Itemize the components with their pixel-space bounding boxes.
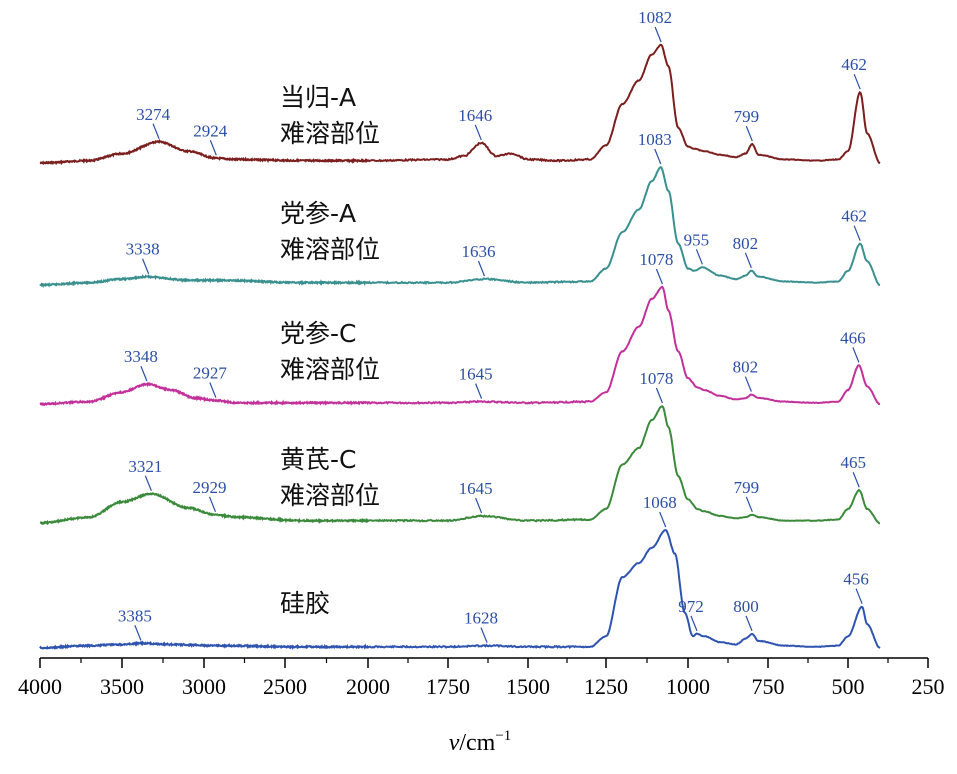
peak-label: 1628 — [464, 609, 498, 628]
peak-leader — [744, 376, 752, 392]
peak-label: 1645 — [459, 479, 493, 498]
peak-leader — [855, 588, 863, 604]
peak-label: 972 — [678, 597, 704, 616]
peak-leader — [474, 124, 482, 141]
peak-leader — [475, 497, 483, 514]
series-label-3: 党参-C — [280, 319, 356, 348]
x-axis-exponent: −1 — [495, 728, 511, 744]
peak-label: 1068 — [643, 493, 677, 512]
peak-leader — [695, 249, 703, 265]
series-line-4 — [39, 405, 881, 526]
peak-label: 1636 — [461, 242, 495, 261]
peak-leader — [477, 260, 486, 277]
series-line-5 — [39, 529, 881, 651]
x-tick-label: 1500 — [506, 674, 550, 699]
peak-label: 465 — [840, 453, 866, 472]
peak-label: 462 — [841, 55, 867, 74]
x-axis-title: v/cm−1 — [449, 728, 512, 756]
peak-leader — [655, 387, 663, 404]
peak-leader — [745, 496, 753, 513]
peak-label: 3274 — [136, 105, 171, 124]
series-label-4: 难溶部位 — [280, 481, 380, 510]
series-label-5: 硅胶 — [280, 589, 330, 618]
x-tick-label: 1000 — [666, 674, 710, 699]
series-line-2 — [39, 166, 881, 289]
peak-label: 800 — [733, 597, 759, 616]
x-tick-label: 2500 — [263, 674, 307, 699]
peak-label: 3385 — [118, 606, 152, 625]
x-axis: 4000 3500 3000 2500 2000 1750 1500 1250 1000 750 5… — [18, 657, 945, 699]
peak-label: 2924 — [193, 121, 228, 140]
series-line-1 — [39, 43, 881, 166]
series-label-2: 难溶部位 — [280, 235, 380, 264]
peak-leader — [852, 347, 860, 363]
peak-leader — [655, 268, 663, 285]
series-line-3 — [39, 285, 881, 407]
peak-leader — [140, 365, 148, 382]
peak-leader — [654, 148, 662, 165]
peak-leader — [853, 73, 861, 90]
x-tick-label: 500 — [832, 674, 865, 699]
peak-leader — [475, 383, 483, 399]
peak-leader — [208, 496, 217, 513]
x-tick-label: 3000 — [182, 674, 226, 699]
peak-label: 462 — [841, 207, 867, 226]
peak-leader — [654, 26, 662, 43]
peak-label: 2929 — [193, 478, 227, 497]
peak-leader — [144, 475, 152, 491]
x-tick-label: 750 — [752, 674, 785, 699]
peak-leader — [745, 615, 753, 632]
peak-leader — [690, 615, 698, 632]
peak-label: 799 — [734, 107, 760, 126]
peak-leader — [134, 625, 142, 641]
peak-label: 1646 — [458, 106, 492, 125]
peak-label: 799 — [734, 478, 760, 497]
peak-label: 2927 — [193, 363, 228, 382]
peak-label: 1078 — [639, 250, 673, 269]
series-label-3: 难溶部位 — [280, 355, 380, 384]
peak-label: 1645 — [459, 365, 493, 384]
peak-leader — [142, 258, 150, 274]
peak-label: 955 — [684, 230, 710, 249]
peak-leader — [852, 472, 860, 488]
peak-leader — [659, 511, 667, 528]
series-label-2: 党参-A — [280, 199, 356, 228]
peak-label: 3338 — [126, 240, 160, 259]
peak-label: 456 — [843, 570, 869, 589]
x-tick-label: 2000 — [346, 674, 390, 699]
peak-label: 802 — [733, 358, 759, 377]
peak-label: 3348 — [124, 347, 158, 366]
x-axis-symbol: v — [449, 730, 460, 756]
x-tick-label: 3500 — [100, 674, 144, 699]
x-tick-label: 250 — [912, 674, 945, 699]
traces-layer — [39, 43, 881, 651]
peak-label: 466 — [840, 328, 866, 347]
peak-leader — [853, 225, 861, 241]
peak-leader — [209, 140, 217, 156]
x-axis-unit: /cm — [459, 730, 495, 756]
peak-label: 802 — [733, 234, 759, 253]
series-label-1: 难溶部位 — [280, 119, 380, 148]
peak-leader — [209, 382, 217, 398]
series-label-4: 黄芪-C — [280, 445, 356, 474]
peak-label: 3321 — [128, 457, 162, 476]
series-label-1: 当归-A — [280, 83, 356, 112]
peak-label: 1082 — [638, 8, 672, 27]
peak-label: 1083 — [638, 130, 672, 149]
x-tick-label: 1750 — [426, 674, 470, 699]
peak-label: 1078 — [639, 369, 673, 388]
peak-leader — [152, 123, 160, 139]
x-tick-label: 4000 — [18, 674, 62, 699]
peak-labels-layer: 3274 2924 1646 1082 799 462 3338 1636 1083 955 802… — [118, 8, 869, 643]
peak-leader — [745, 125, 753, 142]
peak-leader — [744, 252, 752, 269]
x-tick-label: 1250 — [584, 674, 628, 699]
peak-leader — [480, 627, 488, 643]
